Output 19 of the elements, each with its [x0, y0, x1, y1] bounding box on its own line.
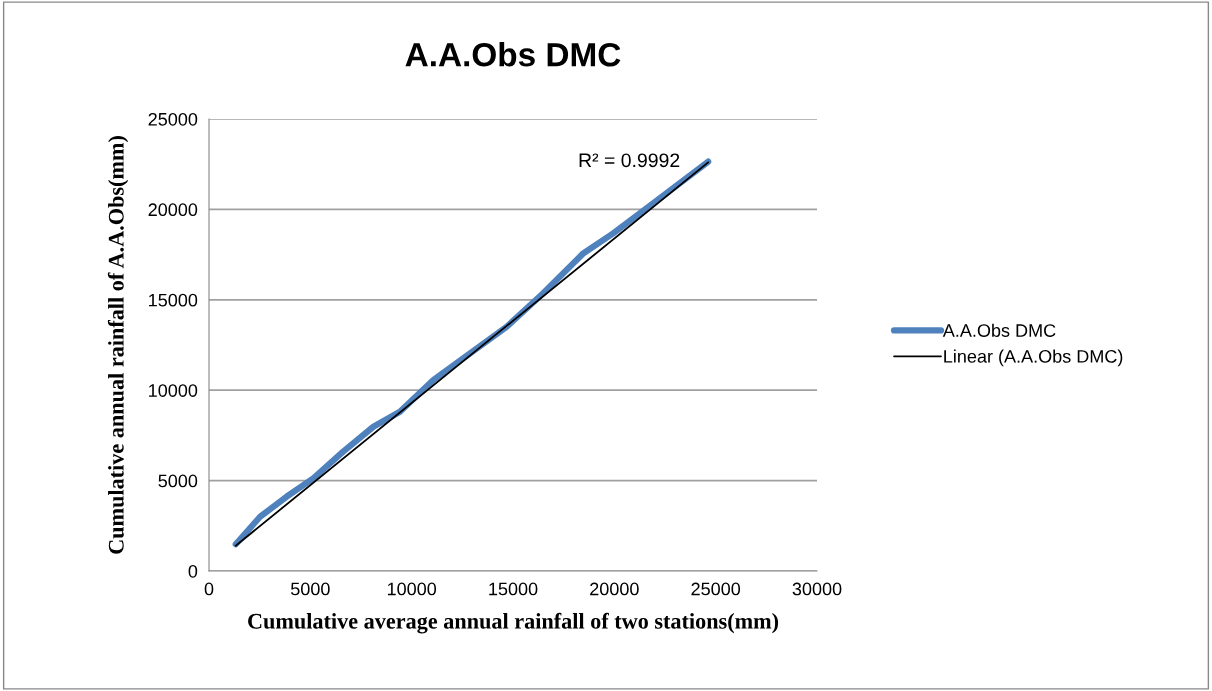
y-tick-label: 20000 — [148, 203, 198, 217]
x-tick-label: 20000 — [590, 582, 639, 596]
x-axis-title: Cumulative average annual rainfall of two stations(mm) — [248, 612, 779, 634]
y-tick-label: 5000 — [158, 474, 198, 488]
x-tick-label: 0 — [204, 582, 214, 596]
x-tick-label: 30000 — [792, 582, 842, 596]
annotation: R² = 0.9992 — [579, 153, 680, 168]
legend-label: A.A.Obs DMC — [942, 323, 1056, 337]
y-tick-label: 0 — [188, 564, 198, 578]
x-tick-label: 15000 — [489, 582, 538, 596]
y-axis-title: Cumulative annual rainfall of A.A.Obs(mm) — [107, 136, 129, 554]
y-tick-label: 25000 — [148, 112, 198, 126]
y-tick-label: 10000 — [149, 384, 198, 397]
legend-label: Linear (A.A.Obs DMC) — [944, 349, 1123, 367]
x-tick-label: 25000 — [691, 582, 741, 596]
y-tick-label: 15000 — [149, 293, 198, 307]
x-tick-label: 10000 — [387, 582, 437, 596]
x-tick-label: 5000 — [290, 582, 330, 596]
chart-title: A.A.Obs DMC — [405, 42, 621, 67]
